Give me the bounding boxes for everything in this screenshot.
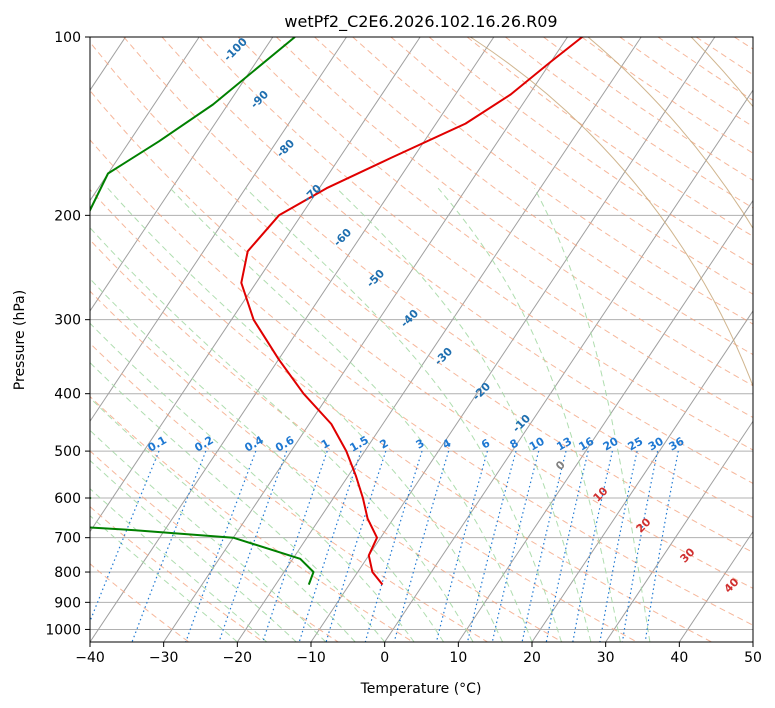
mixing-ratio-line bbox=[90, 450, 160, 623]
dry-adiabat bbox=[237, 37, 753, 419]
moist-adiabat bbox=[169, 187, 533, 642]
mixing-ratio-line bbox=[298, 450, 362, 642]
dry-adiabat bbox=[276, 37, 753, 387]
temperature-line bbox=[240, 37, 583, 586]
isotherm-line bbox=[90, 37, 200, 202]
moist-adiabat bbox=[336, 187, 592, 642]
reference-lines bbox=[90, 37, 753, 642]
mixing-ratio-line bbox=[325, 450, 387, 642]
isotherm-line bbox=[163, 37, 568, 642]
dry-adiabat bbox=[90, 41, 753, 553]
y-tick-label: 1000 bbox=[45, 622, 81, 638]
saturation-arc bbox=[469, 37, 753, 388]
y-tick-label: 900 bbox=[54, 595, 81, 611]
dry-adiabat bbox=[123, 37, 753, 519]
mixing-ratio-line bbox=[262, 450, 328, 642]
saturation-arc bbox=[587, 37, 753, 230]
mixing-ratio-line bbox=[491, 450, 540, 642]
dry-adiabat bbox=[199, 37, 753, 451]
x-tick-label: 20 bbox=[523, 650, 541, 666]
x-tick-label: 40 bbox=[670, 650, 688, 666]
moist-adiabat bbox=[90, 361, 386, 642]
y-tick-label: 500 bbox=[54, 444, 81, 460]
moist-adiabat bbox=[90, 227, 474, 642]
moist-adiabat bbox=[90, 397, 356, 642]
isotherm-line bbox=[90, 37, 347, 423]
x-tick-label: 0 bbox=[380, 650, 389, 666]
mixing-ratio-line bbox=[218, 450, 288, 642]
isotherm-line bbox=[90, 37, 421, 533]
dry-adiabat bbox=[90, 342, 488, 642]
isotherm-line bbox=[384, 89, 753, 642]
moist-adiabat bbox=[245, 187, 562, 642]
moist-adiabat bbox=[437, 187, 621, 642]
y-tick-label: 800 bbox=[54, 565, 81, 581]
moist-adiabat bbox=[90, 278, 445, 642]
x-tick-label: −10 bbox=[296, 650, 326, 666]
moist-adiabat bbox=[107, 187, 503, 642]
dewpoint-line bbox=[90, 37, 315, 585]
chart-title: wetPf2_C2E6.2026.102.16.26.R09 bbox=[284, 12, 557, 32]
moist-adiabat bbox=[90, 429, 327, 642]
x-tick-label: 30 bbox=[597, 650, 615, 666]
y-tick-label: 700 bbox=[54, 531, 81, 547]
isotherm-line bbox=[90, 37, 495, 642]
mixing-ratio-line bbox=[131, 450, 207, 642]
plot-frame bbox=[89, 36, 754, 643]
y-tick-label: 100 bbox=[54, 30, 81, 46]
x-tick-label: 50 bbox=[744, 650, 762, 666]
dry-adiabat bbox=[90, 89, 753, 589]
dry-adiabat bbox=[90, 290, 563, 642]
mixing-ratio-line bbox=[393, 450, 450, 642]
isotherm-line bbox=[457, 199, 753, 642]
plot-background bbox=[90, 37, 753, 642]
dry-adiabat bbox=[90, 450, 339, 642]
x-tick-label: −30 bbox=[149, 650, 179, 666]
isotherm-line bbox=[236, 37, 642, 642]
x-axis: −40 −30 −20 −10 0 10 20 30 40 50 bbox=[75, 642, 762, 666]
isotherm-line bbox=[678, 530, 753, 642]
isotherm-line bbox=[752, 641, 753, 642]
moist-adiabat bbox=[90, 322, 415, 642]
y-axis-label: Pressure (hPa) bbox=[12, 290, 28, 390]
x-tick-label: −20 bbox=[223, 650, 253, 666]
x-axis-label: Temperature (°C) bbox=[360, 681, 482, 697]
mixing-ratio-line bbox=[364, 450, 423, 642]
y-tick-label: 200 bbox=[54, 208, 81, 224]
sounding-series bbox=[90, 37, 583, 586]
moist-adiabat bbox=[90, 488, 268, 642]
mixing-ratio-line bbox=[545, 450, 589, 642]
dry-adiabat bbox=[314, 37, 753, 356]
isotherm-line bbox=[605, 420, 753, 642]
dry-adiabat bbox=[90, 139, 753, 626]
isotherm-line bbox=[90, 37, 274, 312]
y-tick-label: 600 bbox=[54, 491, 81, 507]
y-tick-label: 300 bbox=[54, 313, 81, 329]
mixing-ratio-line bbox=[185, 450, 257, 642]
x-tick-label: 10 bbox=[449, 650, 467, 666]
dry-adiabat bbox=[161, 37, 753, 484]
mixing-ratio-line bbox=[521, 450, 567, 642]
dry-adiabat bbox=[90, 239, 638, 642]
dry-adiabat bbox=[90, 188, 712, 642]
y-axis: 100 200 300 400 500 600 700 800 900 1000 bbox=[45, 30, 90, 638]
x-tick-label: −40 bbox=[75, 650, 105, 666]
y-tick-label: 400 bbox=[54, 387, 81, 403]
